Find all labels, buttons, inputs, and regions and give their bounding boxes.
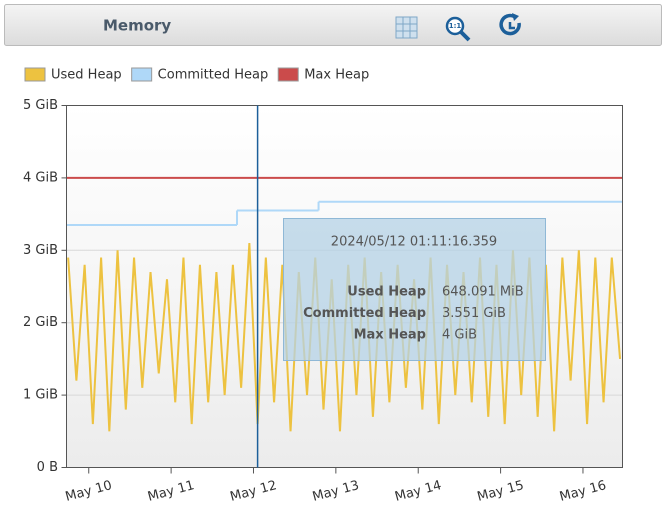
legend-swatch: [277, 67, 299, 82]
tooltip-box: [283, 218, 546, 361]
legend-swatch: [24, 67, 46, 82]
zoom-icon[interactable]: 1:1: [445, 16, 471, 42]
legend-label: Max Heap: [304, 68, 369, 83]
tooltip-label: Committed Heap: [303, 306, 426, 321]
grid-icon[interactable]: [395, 16, 418, 39]
y-tick-label: 3 GiB: [23, 243, 58, 258]
y-tick-label: 2 GiB: [23, 315, 58, 330]
legend-label: Committed Heap: [158, 68, 269, 83]
y-tick-label: 1 GiB: [23, 388, 58, 403]
x-tick-label: May 13: [311, 478, 361, 505]
x-tick-label: May 12: [229, 478, 279, 505]
tooltip-value: 4 GiB: [442, 328, 477, 343]
legend: Used Heap Committed Heap Max Heap: [24, 67, 369, 83]
panel-header: [4, 4, 662, 46]
panel-title: Memory: [103, 17, 171, 35]
tooltip: 2024/05/12 01:11:16.359 Used Heap 648.091 …: [256, 105, 546, 468]
plot-border: [66, 105, 623, 468]
svg-text:1:1: 1:1: [449, 22, 462, 30]
tooltip-value: 648.091 MiB: [442, 285, 524, 300]
x-tick-label: May 10: [64, 478, 114, 505]
y-tick-label: 0 B: [37, 460, 58, 475]
tooltip-label: Max Heap: [354, 328, 426, 343]
legend-label: Used Heap: [51, 68, 122, 83]
x-tick-label: May 11: [146, 478, 196, 505]
legend-swatch: [131, 67, 153, 82]
tooltip-title: 2024/05/12 01:11:16.359: [331, 235, 497, 250]
tooltip-label: Used Heap: [347, 285, 426, 300]
y-tick-label: 5 GiB: [23, 98, 58, 113]
x-tick-label: May 15: [476, 478, 526, 505]
y-tick-label: 4 GiB: [23, 170, 58, 185]
refresh-icon[interactable]: [499, 13, 521, 36]
x-tick-label: May 14: [393, 478, 443, 505]
tooltip-value: 3.551 GiB: [442, 306, 506, 321]
x-tick-label: May 16: [558, 478, 608, 505]
